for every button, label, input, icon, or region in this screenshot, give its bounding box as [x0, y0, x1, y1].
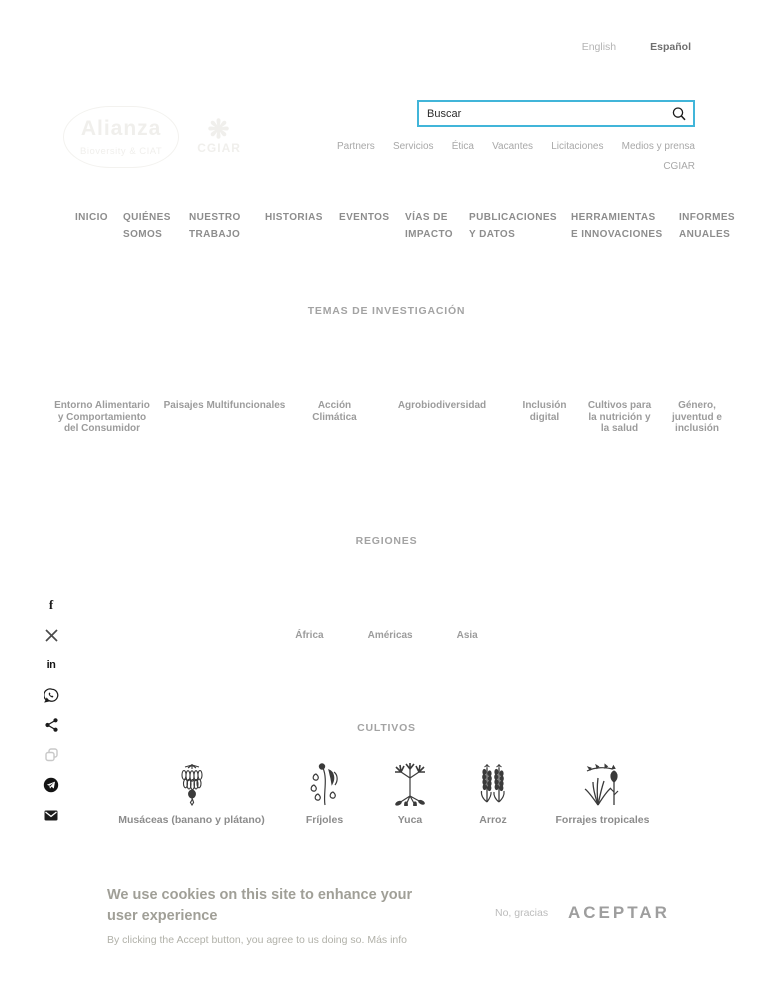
email-icon[interactable]: [41, 808, 61, 822]
forages-icon: [581, 762, 625, 806]
copy-link-icon[interactable]: [41, 748, 61, 762]
secondary-nav-vacantes[interactable]: Vacantes: [492, 141, 534, 152]
topic-entorno-alimentario[interactable]: Entorno Alimentario y Comportamiento del…: [54, 400, 150, 434]
social-share-bar: f in: [40, 597, 62, 822]
crop-label: Arroz: [479, 814, 507, 826]
nav-informes-anuales[interactable]: INFORMES ANUALES: [679, 212, 735, 240]
regions-heading: REGIONES: [355, 535, 418, 547]
search-box: [417, 100, 695, 127]
logo-subname: Bioversity & CIAT: [80, 146, 163, 157]
region-americas[interactable]: Américas: [367, 630, 413, 641]
nav-historias[interactable]: HISTORIAS: [265, 212, 323, 223]
beans-icon: [307, 762, 343, 806]
secondary-nav-row: Partners Servicios Ética Vacantes Licita…: [337, 141, 695, 152]
crop-label: Musáceas (banano y plátano): [118, 814, 265, 826]
search-input[interactable]: [419, 107, 665, 120]
whatsapp-icon[interactable]: [41, 687, 61, 703]
language-english-link[interactable]: English: [581, 41, 617, 53]
cookie-title: We use cookies on this site to enhance y…: [107, 887, 413, 924]
crop-frijoles[interactable]: Fríjoles: [295, 762, 355, 826]
share-icon[interactable]: [41, 718, 61, 732]
linkedin-icon[interactable]: in: [46, 659, 56, 671]
cgiar-logo: ❋ CGIAR: [197, 116, 241, 155]
crop-forrajes[interactable]: Forrajes tropicales: [549, 762, 657, 826]
secondary-nav-etica[interactable]: Ética: [451, 141, 474, 152]
secondary-nav-partners[interactable]: Partners: [337, 141, 375, 152]
x-twitter-icon[interactable]: [41, 628, 61, 642]
nav-publicaciones[interactable]: PUBLICACIONES Y DATOS: [469, 212, 557, 240]
secondary-nav-cgiar[interactable]: CGIAR: [663, 161, 695, 172]
secondary-nav-medios[interactable]: Medios y prensa: [621, 141, 695, 152]
cookie-body: By clicking the Accept button, you agree…: [107, 934, 407, 946]
telegram-icon[interactable]: [41, 777, 61, 793]
topic-inclusion-digital[interactable]: Inclusión digital: [522, 400, 567, 423]
crop-arroz[interactable]: Arroz: [466, 762, 521, 826]
crop-label: Fríjoles: [305, 814, 344, 826]
nav-inicio[interactable]: INICIO: [75, 212, 108, 223]
nav-eventos[interactable]: EVENTOS: [339, 212, 390, 223]
nav-nuestro-trabajo[interactable]: NUESTRO TRABAJO: [189, 212, 241, 240]
crop-label: Forrajes tropicales: [555, 814, 650, 826]
nav-herramientas[interactable]: HERRAMIENTAS E INNOVACIONES: [571, 212, 663, 240]
crop-yuca[interactable]: Yuca: [383, 762, 438, 826]
nav-quienes-somos[interactable]: QUIÉNES SOMOS: [123, 212, 171, 240]
region-asia[interactable]: Asia: [456, 630, 478, 641]
cassava-icon: [390, 762, 430, 806]
search-icon: [672, 106, 686, 120]
cookie-accept-button[interactable]: ACEPTAR: [568, 903, 670, 922]
secondary-nav: Partners Servicios Ética Vacantes Licita…: [337, 141, 695, 172]
topic-agrobiodiversidad[interactable]: Agrobiodiversidad: [397, 400, 487, 411]
language-spanish-link[interactable]: Español: [650, 41, 691, 53]
crops-heading: CULTIVOS: [357, 722, 416, 734]
site-logo[interactable]: Alianza Bioversity & CIAT ❋ CGIAR: [63, 96, 293, 178]
research-topics-list: Entorno Alimentario y Comportamiento del…: [52, 400, 732, 435]
crop-label: Yuca: [397, 814, 423, 826]
alliance-logo: Alianza Bioversity & CIAT: [63, 106, 180, 168]
secondary-nav-row2: CGIAR: [337, 161, 695, 172]
nav-vias-de-impacto[interactable]: VÍAS DE IMPACTO: [405, 212, 453, 240]
topic-accion-climatica[interactable]: Acción Climática: [312, 400, 357, 423]
crop-musaceas[interactable]: Musáceas (banano y plátano): [117, 762, 267, 826]
cookie-banner: We use cookies on this site to enhance y…: [0, 872, 773, 972]
crops-list: Musáceas (banano y plátano) Fríjoles: [0, 762, 773, 826]
topic-genero-juventud[interactable]: Género, juventud e inclusión: [671, 400, 722, 434]
regions-list: África Américas Asia: [0, 630, 773, 641]
cookie-body-text: By clicking the Accept button, you agree…: [107, 934, 368, 946]
facebook-icon[interactable]: f: [48, 597, 54, 612]
language-switcher: English Español: [582, 41, 691, 53]
cookie-more-info-link[interactable]: Más info: [367, 934, 408, 946]
search-button[interactable]: [665, 102, 693, 125]
secondary-nav-servicios[interactable]: Servicios: [392, 141, 434, 152]
banana-icon: [175, 762, 209, 806]
main-nav: INICIO QUIÉNES SOMOS NUESTRO TRABAJO HIS…: [75, 209, 740, 243]
secondary-nav-licitaciones[interactable]: Licitaciones: [551, 141, 604, 152]
rice-icon: [476, 762, 510, 806]
logo-name: Alianza: [80, 117, 162, 140]
cgiar-logo-text: CGIAR: [197, 141, 241, 155]
region-africa[interactable]: África: [295, 630, 324, 641]
cookie-decline-link[interactable]: No, gracias: [495, 907, 549, 919]
cgiar-logo-glyph: ❋: [207, 114, 231, 144]
topic-paisajes-multifuncionales[interactable]: Paisajes Multifuncionales: [163, 400, 286, 411]
research-topics-heading: TEMAS DE INVESTIGACIÓN: [307, 305, 466, 317]
topic-cultivos-nutricion[interactable]: Cultivos para la nutrición y la salud: [587, 400, 652, 434]
